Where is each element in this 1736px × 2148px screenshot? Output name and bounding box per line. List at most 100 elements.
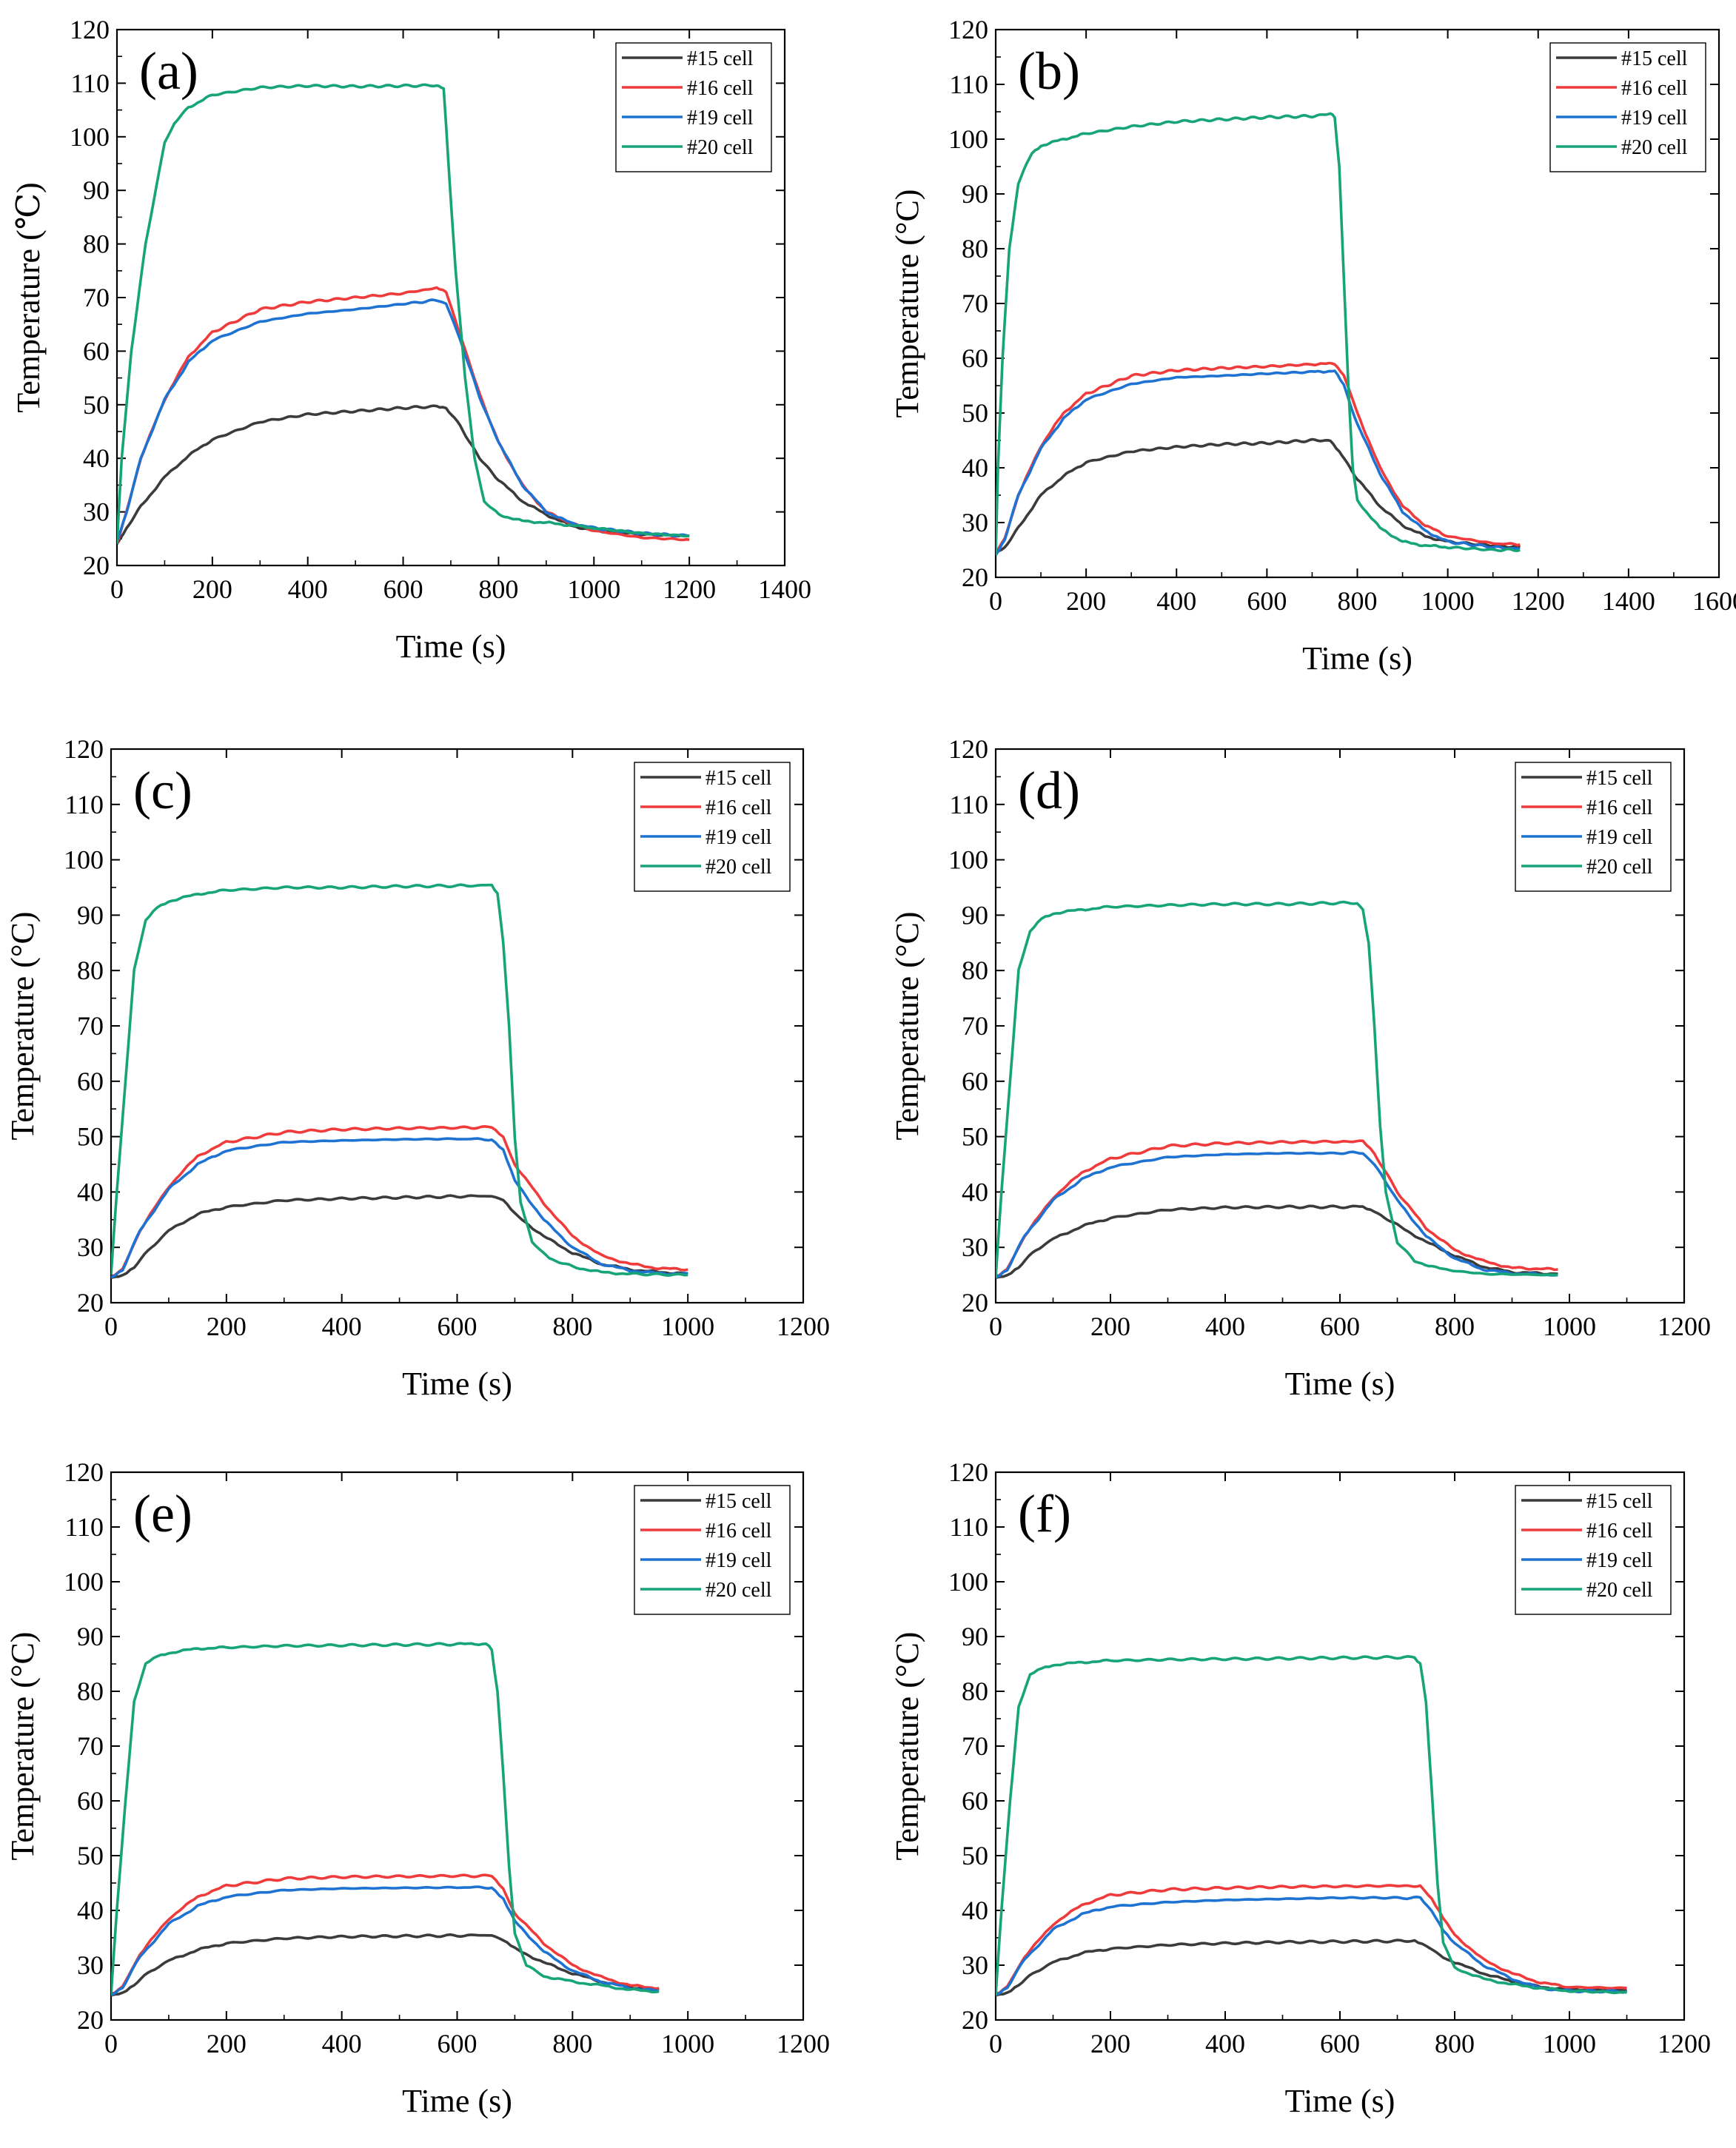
y-tick-label: 80 xyxy=(77,1677,104,1706)
y-tick-label: 90 xyxy=(77,900,104,930)
legend-label: #16 cell xyxy=(1586,1520,1653,1543)
y-axis-label: Temperature (°C) xyxy=(889,189,925,418)
series-line-cell-19 xyxy=(111,1885,660,1996)
legend-box xyxy=(1515,1485,1672,1615)
panel-label: (f) xyxy=(1018,1484,1071,1543)
series-line-cell-20 xyxy=(996,1655,1627,1996)
legend-label: #19 cell xyxy=(706,1549,772,1572)
x-tick-label: 400 xyxy=(322,2029,362,2058)
x-tick-label: 800 xyxy=(1435,1312,1475,1341)
x-tick-label: 0 xyxy=(110,574,124,604)
legend: #15 cell #16 cell #19 cell #20 cell xyxy=(634,1485,791,1615)
y-axis-label: Temperature (°C) xyxy=(889,1632,925,1861)
y-tick-label: 30 xyxy=(962,1232,988,1262)
y-tick-label: 20 xyxy=(962,1288,988,1318)
x-tick-label: 0 xyxy=(104,1312,118,1341)
x-tick-label: 200 xyxy=(1090,1312,1130,1341)
y-tick-label: 50 xyxy=(962,398,988,428)
y-tick-label: 110 xyxy=(949,790,988,819)
x-tick-label: 1200 xyxy=(1658,2029,1711,2058)
legend-label: #16 cell xyxy=(706,1520,772,1543)
y-tick-label: 50 xyxy=(962,1122,988,1152)
x-tick-label: 200 xyxy=(207,2029,247,2058)
legend: #15 cell #16 cell #19 cell #20 cell xyxy=(1515,1485,1672,1615)
y-tick-label: 120 xyxy=(948,734,988,764)
y-tick-label: 120 xyxy=(64,734,104,764)
legend-label: #16 cell xyxy=(706,796,772,819)
x-axis-label: Time (s) xyxy=(1285,1366,1395,1402)
series-line-cell-16 xyxy=(117,286,690,545)
y-tick-label: 40 xyxy=(77,1177,104,1206)
series-line-cell-19 xyxy=(996,1150,1558,1279)
panel-label: (e) xyxy=(133,1484,192,1543)
x-tick-label: 400 xyxy=(1156,586,1196,616)
y-tick-label: 80 xyxy=(962,234,988,264)
y-tick-label: 90 xyxy=(962,179,988,209)
legend-box xyxy=(1549,42,1706,172)
x-tick-label: 200 xyxy=(192,574,232,604)
legend-label: #20 cell xyxy=(1586,1579,1653,1602)
y-tick-label: 90 xyxy=(962,900,988,930)
series-line-cell-15 xyxy=(996,1204,1558,1280)
legend-label: #15 cell xyxy=(1586,1490,1653,1513)
y-tick-label: 110 xyxy=(70,68,110,98)
x-tick-label: 600 xyxy=(1320,1312,1360,1341)
y-tick-label: 30 xyxy=(962,508,988,537)
legend: #15 cell #16 cell #19 cell #20 cell xyxy=(615,42,772,172)
x-tick-label: 1000 xyxy=(1421,586,1475,616)
y-tick-label: 100 xyxy=(948,845,988,875)
x-tick-label: 0 xyxy=(989,2029,1002,2058)
y-tick-label: 70 xyxy=(962,289,988,318)
series-line-cell-19 xyxy=(996,1896,1628,1996)
y-tick-label: 80 xyxy=(83,229,110,259)
y-tick-label: 40 xyxy=(962,1177,988,1206)
x-tick-label: 1600 xyxy=(1692,586,1736,616)
y-axis-label: Temperature (°C) xyxy=(4,912,41,1141)
legend-label: #19 cell xyxy=(706,826,772,849)
series-line-cell-16 xyxy=(996,1884,1627,1996)
x-tick-label: 600 xyxy=(438,1312,477,1341)
y-tick-label: 70 xyxy=(77,1731,104,1761)
x-tick-label: 600 xyxy=(1320,2029,1360,2058)
series-line-cell-19 xyxy=(111,1137,688,1279)
y-tick-label: 60 xyxy=(77,1786,104,1816)
y-tick-label: 60 xyxy=(83,336,110,366)
y-tick-label: 20 xyxy=(962,563,988,592)
legend: #15 cell #16 cell #19 cell #20 cell xyxy=(1549,42,1706,172)
x-tick-label: 400 xyxy=(322,1312,362,1341)
x-tick-label: 800 xyxy=(552,1312,592,1341)
y-tick-label: 120 xyxy=(948,1457,988,1487)
legend-label: #19 cell xyxy=(687,107,754,130)
y-tick-label: 110 xyxy=(64,1512,104,1542)
x-tick-label: 200 xyxy=(1066,586,1106,616)
x-tick-label: 1000 xyxy=(567,574,620,604)
legend-box xyxy=(615,42,772,172)
series-line-cell-15 xyxy=(111,1194,688,1280)
y-tick-label: 70 xyxy=(962,1011,988,1041)
legend-box xyxy=(1515,762,1672,892)
series-line-cell-19 xyxy=(996,369,1521,556)
x-tick-label: 1000 xyxy=(661,1312,714,1341)
y-tick-label: 80 xyxy=(962,956,988,985)
y-tick-label: 90 xyxy=(77,1622,104,1651)
series-line-cell-16 xyxy=(111,1125,688,1279)
legend-label: #16 cell xyxy=(1586,796,1653,819)
y-tick-label: 110 xyxy=(949,1512,988,1542)
legend: #15 cell #16 cell #19 cell #20 cell xyxy=(634,762,791,892)
y-tick-label: 80 xyxy=(962,1677,988,1706)
y-tick-label: 100 xyxy=(948,124,988,154)
legend-label: #20 cell xyxy=(687,136,754,159)
x-tick-label: 1200 xyxy=(1512,586,1565,616)
x-axis-label: Time (s) xyxy=(402,1366,512,1402)
x-tick-label: 0 xyxy=(989,1312,1002,1341)
legend-label: #15 cell xyxy=(706,767,772,790)
legend-label: #20 cell xyxy=(706,856,772,879)
x-tick-label: 0 xyxy=(989,586,1002,616)
x-tick-label: 600 xyxy=(383,574,423,604)
series-line-cell-20 xyxy=(111,1642,660,1996)
y-tick-label: 30 xyxy=(77,1950,104,1980)
x-axis-label: Time (s) xyxy=(402,2083,512,2119)
x-tick-label: 1200 xyxy=(1658,1312,1711,1341)
x-axis-label: Time (s) xyxy=(1302,640,1412,677)
y-tick-label: 40 xyxy=(962,453,988,483)
